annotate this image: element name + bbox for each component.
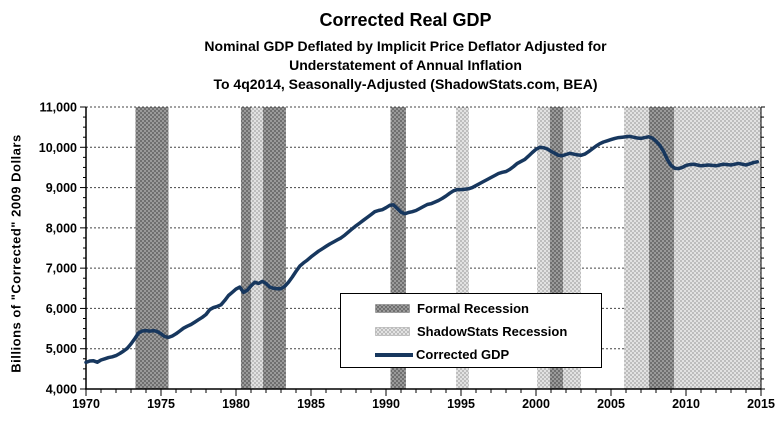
y-tick-label: 9,000 xyxy=(46,181,77,195)
chart-subtitle-line-3: To 4q2014, Seasonally-Adjusted (ShadowSt… xyxy=(213,76,598,92)
legend-label-shadowstats-recession: ShadowStats Recession xyxy=(417,324,568,339)
formal-recession-band xyxy=(648,107,674,389)
x-tick-label: 1985 xyxy=(297,397,325,411)
legend-label-formal-recession: Formal Recession xyxy=(417,301,529,316)
legend-label-corrected-gdp: Corrected GDP xyxy=(416,347,510,362)
formal-recession-band xyxy=(240,107,251,389)
x-tick-label: 1990 xyxy=(372,397,400,411)
y-tick-label: 7,000 xyxy=(46,262,77,276)
shadowstats-recession-band xyxy=(251,107,263,389)
shadowstats-recession-band xyxy=(674,107,761,389)
legend-item-corrected-gdp: Corrected GDP xyxy=(375,343,601,366)
y-tick-label: 10,000 xyxy=(39,141,77,155)
corrected-gdp-line xyxy=(84,134,760,365)
y-tick-label: 6,000 xyxy=(46,302,77,316)
x-tick-label: 2010 xyxy=(672,397,700,411)
x-tick-label: 1980 xyxy=(222,397,250,411)
corrected-gdp-line-swatch-icon xyxy=(375,352,413,357)
y-tick-label: 11,000 xyxy=(39,101,77,115)
x-tick-label: 2005 xyxy=(597,397,625,411)
y-tick-label: 4,000 xyxy=(46,383,77,397)
chart-title: Corrected Real GDP xyxy=(319,10,492,30)
x-tick-label: 1975 xyxy=(147,397,175,411)
y-tick-label: 8,000 xyxy=(46,221,77,235)
x-tick-label: 2015 xyxy=(747,397,775,411)
x-tick-label: 1970 xyxy=(72,397,100,411)
x-tick-label: 1995 xyxy=(447,397,475,411)
chart-subtitle-line-1: Nominal GDP Deflated by Implicit Price D… xyxy=(204,38,607,54)
shadowstats-recession-band xyxy=(624,107,649,389)
chart-subtitle-line-2: Understatement of Annual Inflation xyxy=(289,57,522,73)
legend-item-formal-recession: Formal Recession xyxy=(375,297,601,320)
formal-recession-swatch-icon xyxy=(375,304,410,313)
shadowstats-recession-swatch-icon xyxy=(375,327,410,336)
y-tick-label: 5,000 xyxy=(46,342,77,356)
x-tick-label: 2000 xyxy=(522,397,550,411)
formal-recession-band xyxy=(135,107,169,389)
legend: Formal Recession ShadowStats Recession C… xyxy=(340,293,602,368)
legend-item-shadowstats-recession: ShadowStats Recession xyxy=(375,320,601,343)
formal-recession-band xyxy=(263,107,286,389)
